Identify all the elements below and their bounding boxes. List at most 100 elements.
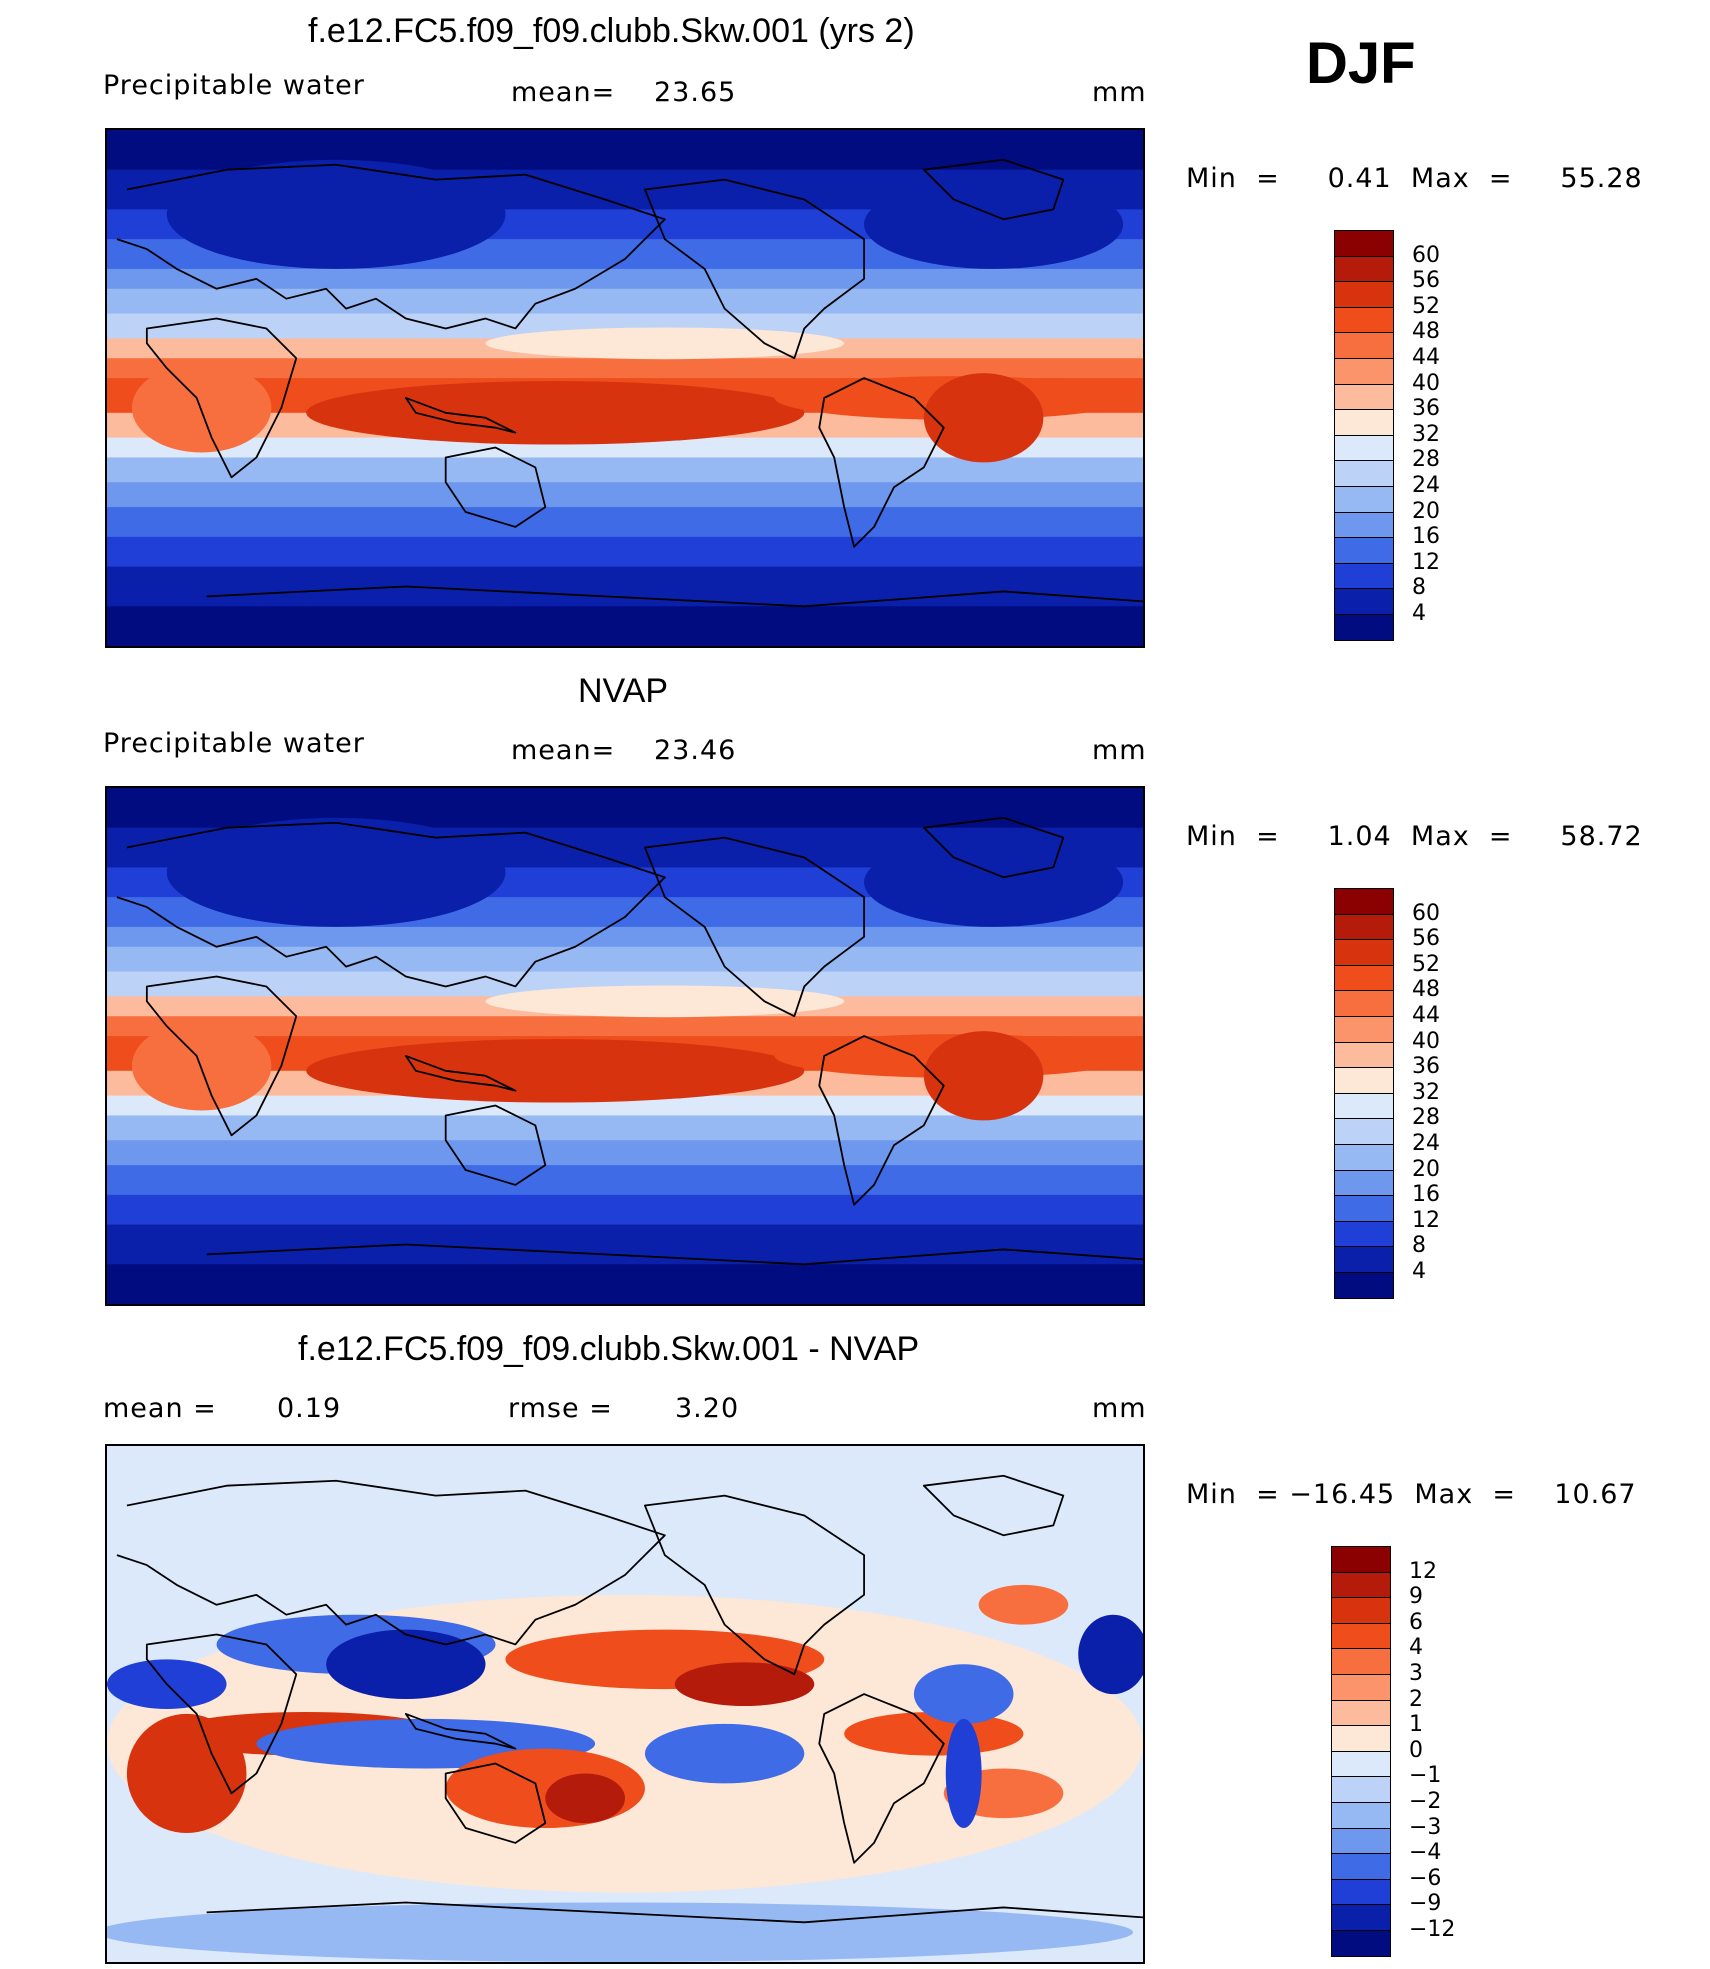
panel1-variable-label: Precipitable water [103,70,365,101]
field-band [107,1115,1143,1142]
panel2-minmax: Min = 1.04 Max = 58.72 [1186,821,1643,852]
colorbar-label: 24 [1412,1131,1440,1156]
colorbar-label: 44 [1412,345,1440,370]
colorbar-swatch [1331,1622,1391,1650]
field-band [107,946,1143,973]
colorbar-label: 9 [1409,1584,1423,1610]
colorbar-swatch [1331,1827,1391,1855]
field-blob [945,1718,982,1829]
colorbar-swatch [1331,1904,1391,1931]
coastline [404,1713,517,1750]
panel2-field [107,788,1143,1304]
field-blob [674,1662,815,1706]
panel3-field [107,1446,1143,1962]
colorbar-swatch [1334,1144,1394,1171]
colorbar-swatch [1334,281,1394,308]
field-blob [485,985,845,1018]
colorbar-label: 2 [1409,1686,1423,1712]
colorbar-label: 20 [1412,498,1440,524]
colorbar-label: 32 [1412,421,1440,447]
field-blob [864,179,1124,269]
panel2-units: mm [1092,735,1147,766]
colorbar-swatch [1334,434,1394,462]
colorbar-label: 3 [1409,1661,1423,1686]
field-band [107,437,1143,459]
colorbar-swatch [1331,1699,1391,1727]
colorbar-swatch [1334,1169,1394,1197]
coastline [818,377,945,548]
colorbar-label: 24 [1412,473,1440,498]
colorbar-swatch [1334,1016,1394,1043]
field-blob [306,381,805,445]
coastline [145,317,298,479]
panel2-mean-value: 23.46 [654,735,737,766]
colorbar-label: −9 [1409,1891,1442,1917]
panel3-rmse-label: rmse = [508,1393,613,1424]
colorbar-label: 28 [1412,447,1440,473]
colorbar-label: 52 [1412,293,1440,319]
field-band [107,482,1143,509]
panel3-mean-value: 0.19 [277,1393,342,1424]
panel3-title: f.e12.FC5.f09_f09.clubb.Skw.001 - NVAP [298,1330,920,1368]
coastline [818,1693,945,1864]
field-band [107,507,1143,538]
colorbar-swatch [1331,1546,1391,1573]
panel2-map-svg [107,788,1143,1304]
field-blob [923,1031,1044,1121]
colorbar-swatch [1334,511,1394,539]
panel3-map-svg [107,1446,1143,1962]
field-blob [864,837,1124,927]
coastline [404,397,517,434]
colorbar-swatch [1334,358,1394,385]
colorbar-swatch [1334,460,1394,487]
panel1-field [107,130,1143,646]
colorbar-label: 40 [1412,1028,1440,1054]
panel2-coastlines [116,816,1143,1266]
colorbar-label: 60 [1412,242,1440,268]
colorbar-label: 44 [1412,1003,1440,1028]
field-blob [913,1664,1014,1724]
coastline [922,158,1065,221]
colorbar-swatch [1331,1725,1391,1752]
colorbar-label: 4 [1412,1259,1426,1284]
colorbar-label: −3 [1409,1814,1442,1840]
colorbar-swatch [1331,1878,1391,1906]
coastline [145,1633,298,1795]
coastline [644,836,865,1018]
panel2-variable-label: Precipitable water [103,728,365,759]
colorbar-label: 0 [1409,1737,1423,1763]
coastline [922,816,1065,879]
colorbar-swatch [1334,383,1394,411]
colorbar-label: 52 [1412,951,1440,977]
coastline [206,1243,1143,1266]
field-band [107,130,1143,171]
colorbar-swatch [1334,888,1394,915]
colorbar-label: 8 [1412,575,1426,601]
colorbar-swatch [1334,306,1394,334]
colorbar-label: 1 [1409,1712,1423,1738]
panel1-mean-value: 23.65 [654,77,737,108]
colorbar-label: 20 [1412,1156,1440,1182]
colorbar-label: 12 [1409,1558,1437,1584]
field-band [107,536,1143,568]
colorbar-label: 36 [1412,396,1440,422]
colorbar-swatch [1334,1246,1394,1273]
colorbar-label: 16 [1412,524,1440,550]
field-blob [306,1039,805,1103]
panel3-units: mm [1092,1393,1147,1424]
field-band [107,457,1143,484]
colorbar-swatch [1334,1272,1394,1299]
field-blob [978,1584,1069,1625]
coastline [444,1762,547,1844]
coastline [116,821,666,988]
field-blob [644,1723,805,1784]
colorbar-label: 36 [1412,1054,1440,1080]
colorbar-label: 32 [1412,1079,1440,1105]
colorbar-swatch [1331,1648,1391,1675]
colorbar-label: 56 [1412,268,1440,294]
field-band [107,1165,1143,1196]
field-blob [326,1629,486,1700]
colorbar-swatch [1334,588,1394,615]
colorbar-swatch [1334,537,1394,564]
colorbar-swatch [1334,1067,1394,1094]
